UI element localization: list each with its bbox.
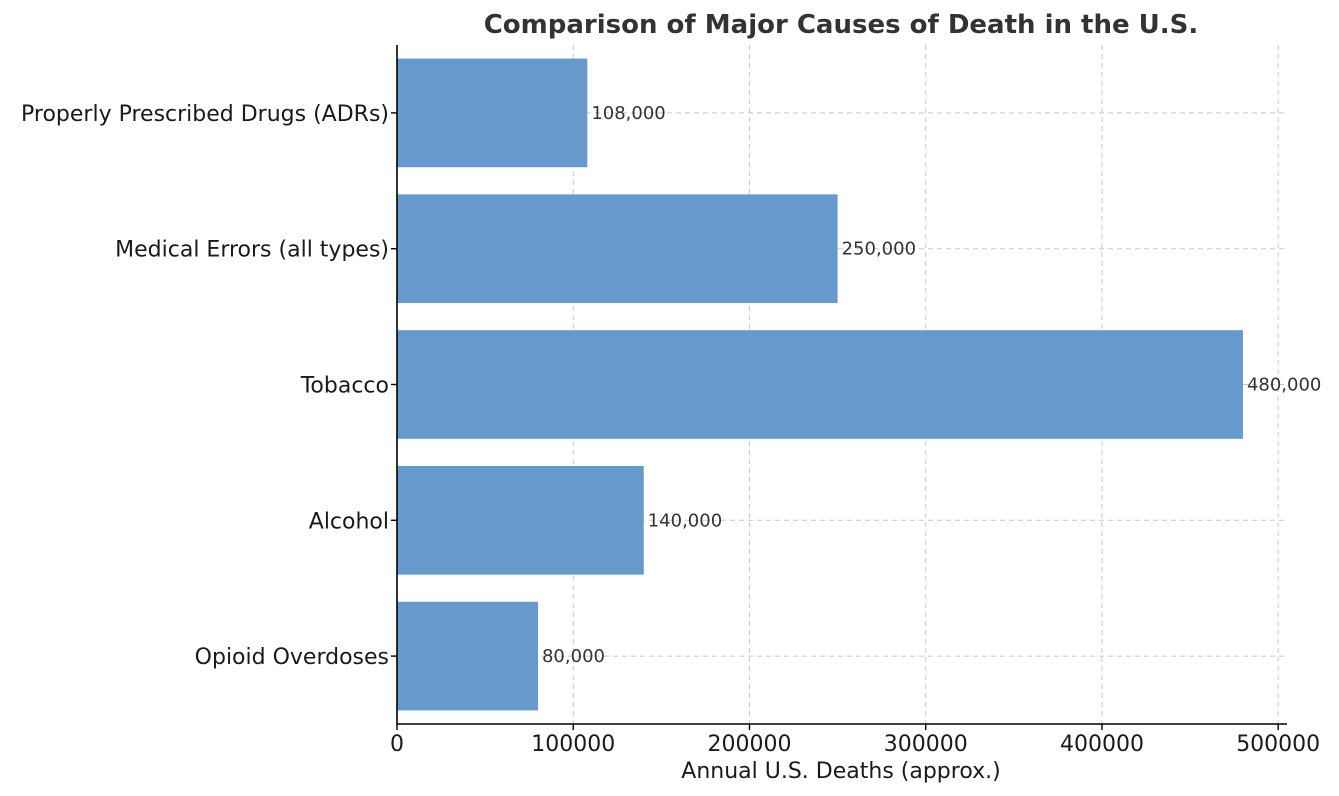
bar (397, 465, 644, 575)
category-label: Medical Errors (all types) (115, 238, 389, 263)
data-label: 250,000 (842, 239, 916, 260)
x-tick-label: 400000 (1060, 732, 1144, 757)
labels-layer: 0 100000 200000 300000 400000 500000 Properly … (21, 102, 1321, 757)
data-label: 140,000 (648, 510, 722, 531)
x-tick-label: 100000 (531, 732, 615, 757)
x-tick-label: 500000 (1236, 732, 1320, 757)
category-label: Properly Prescribed Drugs (ADRs) (21, 102, 389, 127)
x-tick-label: 0 (390, 732, 404, 757)
category-label: Alcohol (309, 509, 389, 534)
bar (397, 330, 1243, 439)
bar (397, 601, 538, 711)
chart-title: Comparison of Major Causes of Death in t… (484, 10, 1199, 40)
x-tick-label: 300000 (884, 732, 968, 757)
category-label: Opioid Overdoses (195, 645, 389, 670)
x-axis-label: Annual U.S. Deaths (approx.) (681, 759, 1000, 784)
bars-layer (397, 58, 1243, 711)
bar (397, 194, 838, 304)
bar (397, 58, 588, 168)
data-label: 480,000 (1247, 375, 1321, 396)
axes-layer (391, 45, 1287, 730)
data-label: 80,000 (542, 646, 605, 667)
category-label: Tobacco (300, 374, 389, 399)
data-label: 108,000 (591, 103, 665, 124)
x-tick-label: 200000 (707, 732, 791, 757)
